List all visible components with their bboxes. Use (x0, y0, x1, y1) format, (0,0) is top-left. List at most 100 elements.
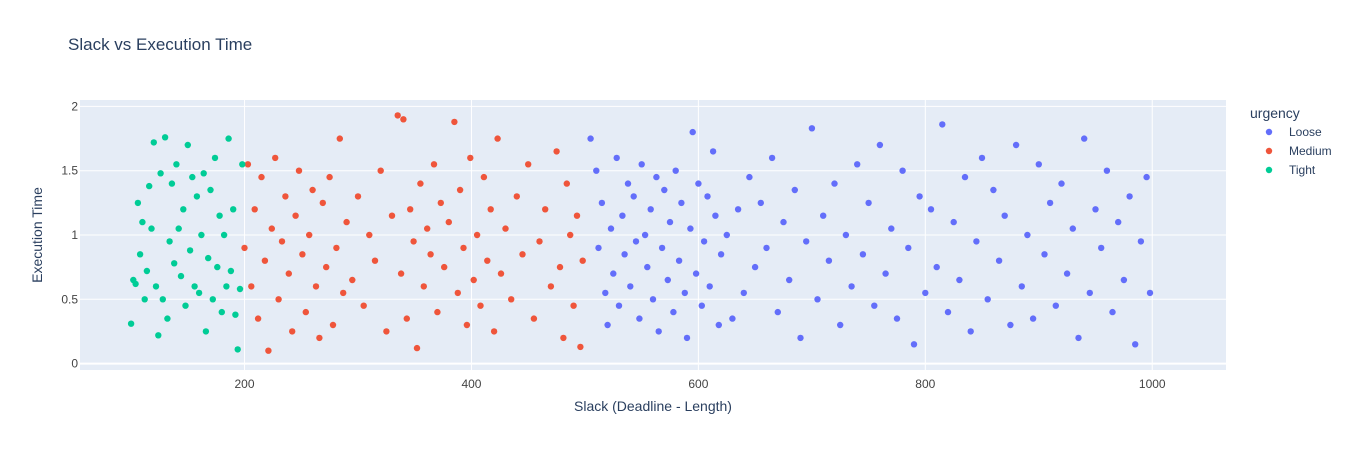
data-point-medium (319, 199, 326, 207)
y-tick-label: 0 (71, 357, 78, 371)
data-point-medium (497, 270, 505, 277)
data-point-loose (1058, 180, 1065, 187)
data-point-loose (689, 128, 696, 136)
data-point-medium (278, 238, 286, 245)
data-point-medium (573, 212, 581, 219)
data-point-medium (312, 283, 320, 290)
data-point-tight (159, 296, 166, 303)
data-point-loose (624, 180, 632, 187)
data-point-tight (152, 283, 160, 290)
legend-item-medium[interactable]: Medium (1289, 144, 1332, 158)
data-point-loose (848, 283, 855, 290)
data-point-medium (456, 186, 464, 194)
data-point-loose (687, 225, 694, 232)
data-point-loose (644, 263, 651, 271)
data-point-medium (484, 257, 491, 264)
data-point-tight (220, 231, 228, 239)
data-point-medium (460, 244, 467, 252)
data-point-loose (973, 238, 980, 245)
data-point-tight (234, 346, 241, 353)
data-point-loose (797, 334, 804, 342)
data-point-medium (354, 193, 362, 200)
x-axis-title: Slack (Deadline - Length) (574, 398, 732, 414)
data-point-loose (820, 212, 827, 219)
data-point-medium (437, 199, 444, 207)
data-point-loose (717, 251, 725, 258)
data-point-tight (193, 193, 201, 200)
data-point-medium (397, 270, 405, 277)
data-point-medium (519, 251, 526, 258)
y-axis-title: Execution Time (29, 187, 45, 283)
data-point-medium (513, 193, 520, 200)
data-point-tight (150, 139, 157, 146)
data-point-loose (595, 244, 602, 252)
data-point-loose (729, 315, 736, 322)
data-point-tight (177, 272, 185, 280)
legend-item-tight[interactable]: Tight (1289, 163, 1316, 177)
data-point-tight (161, 134, 169, 141)
data-points (127, 112, 1154, 354)
data-point-medium (299, 251, 306, 258)
data-point-medium (473, 231, 481, 239)
data-point-medium (388, 212, 396, 219)
data-point-medium (494, 135, 501, 142)
y-tick-label: 0.5 (61, 292, 78, 306)
legend-title: urgency (1250, 105, 1300, 121)
data-point-medium (241, 244, 248, 252)
legend-item-loose[interactable]: Loose (1289, 125, 1322, 139)
legend[interactable]: urgency Loose Medium Tight (1250, 105, 1332, 177)
data-point-tight (175, 225, 182, 232)
data-point-loose (1081, 135, 1088, 142)
data-point-loose (916, 193, 923, 200)
data-point-loose (604, 321, 611, 329)
data-point-loose (961, 173, 969, 181)
x-tick-label: 600 (688, 377, 708, 391)
y-tick-label: 1 (71, 228, 78, 242)
data-point-loose (905, 244, 912, 252)
data-point-medium (248, 283, 255, 290)
data-point-loose (636, 315, 643, 322)
data-point-loose (910, 341, 918, 348)
data-point-medium (400, 116, 407, 123)
data-point-loose (1132, 341, 1139, 348)
data-point-tight (230, 206, 237, 213)
data-point-tight (223, 283, 230, 290)
data-point-tight (218, 308, 225, 316)
data-point-loose (1001, 212, 1008, 219)
data-point-loose (859, 251, 867, 258)
data-point-loose (658, 244, 666, 252)
data-point-medium (445, 218, 452, 226)
y-gridlines (80, 105, 1226, 365)
data-point-loose (1126, 193, 1133, 200)
data-point-tight (143, 267, 151, 275)
data-point-loose (627, 283, 634, 290)
data-point-loose (641, 231, 649, 239)
x-tick-label: 200 (235, 377, 255, 391)
data-point-medium (289, 328, 296, 335)
data-point-medium (285, 270, 292, 277)
data-point-medium (553, 148, 560, 155)
data-point-loose (774, 308, 781, 316)
data-point-loose (871, 302, 878, 309)
data-point-tight (236, 285, 244, 293)
data-point-medium (542, 206, 549, 213)
data-point-medium (490, 328, 498, 335)
data-point-loose (893, 315, 901, 322)
data-point-medium (258, 173, 265, 181)
data-point-loose (715, 321, 722, 329)
data-point-loose (709, 148, 717, 155)
data-point-tight (216, 212, 223, 219)
data-point-medium (302, 308, 309, 316)
data-point-medium (403, 315, 410, 322)
data-point-medium (316, 334, 323, 342)
data-point-medium (251, 206, 258, 213)
data-point-loose (967, 328, 974, 335)
data-point-loose (746, 173, 753, 181)
data-point-tight (139, 218, 146, 226)
data-point-loose (593, 167, 600, 174)
data-point-tight (171, 260, 178, 267)
data-point-medium (563, 180, 570, 187)
data-point-medium (451, 118, 458, 126)
data-point-loose (1146, 289, 1154, 297)
data-point-tight (198, 231, 205, 239)
